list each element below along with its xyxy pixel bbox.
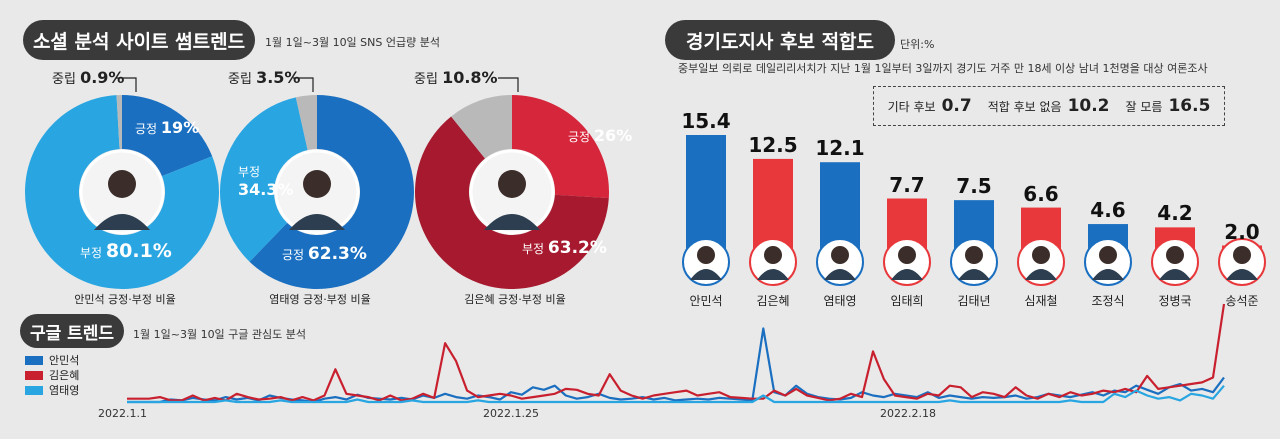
donut2-negative-label: 부정 63.2% [522,238,607,258]
candidate-head-icon [1032,246,1050,264]
donut1-leader-line [293,77,314,92]
donut2-slice-0 [512,95,609,199]
other-candidate-label: 기타 후보 [887,99,936,114]
legend-yeom-taeyoung: 염태영 [25,382,79,398]
candidate-body-icon [958,269,990,280]
candidate-body-icon [891,269,923,280]
donut-yeom-taeyoung [219,77,414,289]
donut0-positive-label: 긍정 19% [135,118,200,137]
dont-know-label: 잘 모름 [1125,99,1163,114]
no-candidate-label: 적합 후보 없음 [987,99,1062,114]
candidate-name-5: 심재철 [1024,294,1058,308]
bar-value-0: 15.4 [681,109,731,133]
candidate-name-7: 정병국 [1158,294,1192,308]
avatar-body-icon [484,214,540,230]
donut1-slice-2 [295,95,317,151]
legend-an-minsuk: 안민석 [25,352,79,368]
avatar-body-icon [94,214,150,230]
donut1-caption: 염태영 긍정·부정 비율 [269,293,371,306]
candidate-name-4: 김태년 [957,294,991,308]
candidate-head-icon [764,246,782,264]
donut0-caption: 안민석 긍정·부정 비율 [74,293,176,306]
candidate-body-icon [1159,269,1191,280]
x-tick-2: 2022.2.18 [880,407,936,420]
bar-value-7: 4.2 [1157,201,1193,226]
donut1-slice-0 [249,95,414,289]
donut1-slice-1 [219,97,308,262]
candidate-head-icon [1233,246,1251,264]
donut1-neutral-label: 중립 3.5% [228,68,301,87]
bar-value-8: 2.0 [1224,219,1260,244]
donut0-negative-label: 부정 80.1% [80,240,172,262]
candidate-head-icon [898,246,916,264]
bar-value-6: 4.6 [1090,198,1126,223]
candidate-body-icon [1092,269,1124,280]
donut-kim-eunhye [415,77,609,289]
candidate-head-icon [1166,246,1184,264]
google-section-subtitle: 1월 1일~3월 10일 구글 관심도 분석 [133,328,307,341]
google-trend-line-chart [127,303,1226,404]
donut1-positive-label: 긍정 62.3% [282,244,367,264]
donut2-leader-line [498,77,519,92]
avatar-head-icon [303,170,331,198]
candidate-body-icon [690,269,722,280]
candidate-body-icon [1226,269,1258,280]
donut0-slice-2 [116,95,122,150]
legend-kim-eunhye: 김은혜 [25,367,79,383]
bar-value-5: 6.6 [1023,181,1059,206]
candidate-name-3: 임태희 [890,294,924,308]
dont-know-value: 16.5 [1168,96,1211,116]
candidate-name-2: 염태영 [823,294,857,308]
trend-line-1 [127,303,1226,402]
candidate-name-8: 송석준 [1225,294,1259,308]
survey-source: 중부일보 의뢰로 데일리리서치가 지난 1월 1일부터 3일까지 경기도 거주 … [678,62,1208,75]
unit-label: 단위:% [900,38,935,51]
avatar-head-icon [108,170,136,198]
donut0-leader-line [116,77,137,92]
trend-line-0 [127,327,1225,404]
bar-value-3: 7.7 [889,172,925,197]
other-candidate-value: 0.7 [941,96,972,116]
candidate-name-0: 안민석 [689,294,723,308]
donut-an-minsuk [24,77,219,289]
donut-charts [24,77,609,289]
candidate-head-icon [697,246,715,264]
donut2-slice-2 [451,95,512,159]
donut2-slice-1 [415,116,609,289]
avatar-head-icon [498,170,526,198]
x-tick-0: 2022.1.1 [98,407,147,420]
candidate-body-icon [824,269,856,280]
candidate-name-1: 김은혜 [756,294,790,308]
google-section-title: 구글 트렌드 [20,314,124,348]
donut0-slice-0 [122,95,213,177]
donut1-negative-label: 부정 34.3% [238,165,294,199]
candidate-head-icon [831,246,849,264]
suitability-bar-chart [682,135,1266,286]
candidate-name-6: 조정식 [1091,294,1125,308]
donut0-slice-1 [24,95,219,289]
bar-value-2: 12.1 [815,136,865,161]
avatar-body-icon [289,214,345,230]
candidate-head-icon [1099,246,1117,264]
x-tick-1: 2022.1.25 [483,407,539,420]
social-section-title: 소셜 분석 사이트 썸트렌드 [23,20,255,60]
bar-value-1: 12.5 [748,132,798,157]
no-candidate-value: 10.2 [1067,96,1110,116]
donut2-caption: 김은혜 긍정·부정 비율 [464,293,566,306]
trend-line-2 [127,384,1225,404]
donut2-neutral-label: 중립 10.8% [414,68,498,87]
gyeonggi-section-title: 경기도지사 후보 적합도 [665,20,895,60]
donut0-neutral-label: 중립 0.9% [52,68,125,87]
candidate-body-icon [1025,269,1057,280]
other-responses-box: 기타 후보 0.7 적합 후보 없음 10.2 잘 모름 16.5 [873,86,1225,126]
candidate-body-icon [757,269,789,280]
bar-value-4: 7.5 [956,174,992,199]
candidate-head-icon [965,246,983,264]
donut2-positive-label: 긍정 26% [568,126,633,145]
social-section-subtitle: 1월 1일~3월 10일 SNS 언급량 분석 [265,36,440,49]
